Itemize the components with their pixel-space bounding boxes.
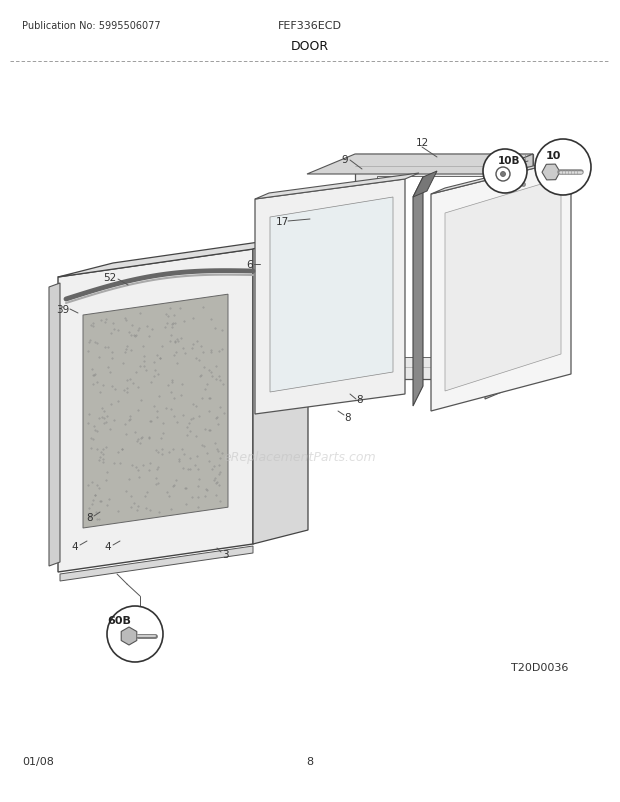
Text: 8: 8: [306, 756, 314, 766]
Polygon shape: [485, 155, 533, 399]
Text: 12: 12: [415, 138, 428, 148]
Circle shape: [483, 150, 527, 194]
Text: 10B: 10B: [498, 156, 520, 166]
Text: 8: 8: [345, 412, 352, 423]
Text: T20D0036: T20D0036: [511, 662, 568, 672]
Polygon shape: [413, 172, 437, 198]
Text: 3: 3: [222, 549, 228, 559]
Text: 52: 52: [104, 273, 117, 282]
Text: Publication No: 5995506077: Publication No: 5995506077: [22, 21, 161, 31]
Text: 9: 9: [342, 155, 348, 164]
Text: FEF336ECD: FEF336ECD: [278, 21, 342, 31]
Polygon shape: [431, 154, 585, 195]
Polygon shape: [413, 178, 423, 407]
Text: 4: 4: [72, 541, 78, 551]
Text: 10: 10: [546, 151, 560, 160]
Polygon shape: [445, 179, 561, 391]
Text: 8: 8: [356, 395, 363, 404]
Polygon shape: [83, 295, 228, 529]
Circle shape: [500, 172, 505, 177]
Polygon shape: [60, 546, 253, 581]
Circle shape: [535, 140, 591, 196]
Polygon shape: [431, 160, 571, 411]
Polygon shape: [58, 249, 253, 573]
Polygon shape: [49, 284, 60, 566]
Text: 01/08: 01/08: [22, 756, 54, 766]
Text: 17: 17: [275, 217, 289, 227]
Text: eReplacementParts.com: eReplacementParts.com: [224, 451, 376, 464]
Polygon shape: [307, 155, 533, 175]
Polygon shape: [377, 176, 511, 358]
Text: 4: 4: [105, 541, 112, 551]
Text: 60B: 60B: [107, 615, 131, 626]
Polygon shape: [253, 236, 308, 545]
Polygon shape: [255, 174, 419, 200]
Text: DOOR: DOOR: [291, 40, 329, 54]
Circle shape: [107, 606, 163, 662]
Polygon shape: [355, 155, 533, 379]
Polygon shape: [270, 198, 393, 392]
Polygon shape: [58, 236, 308, 277]
Polygon shape: [255, 180, 405, 415]
Text: 6: 6: [247, 260, 254, 269]
Text: 8: 8: [87, 512, 94, 522]
Text: 39: 39: [56, 305, 69, 314]
